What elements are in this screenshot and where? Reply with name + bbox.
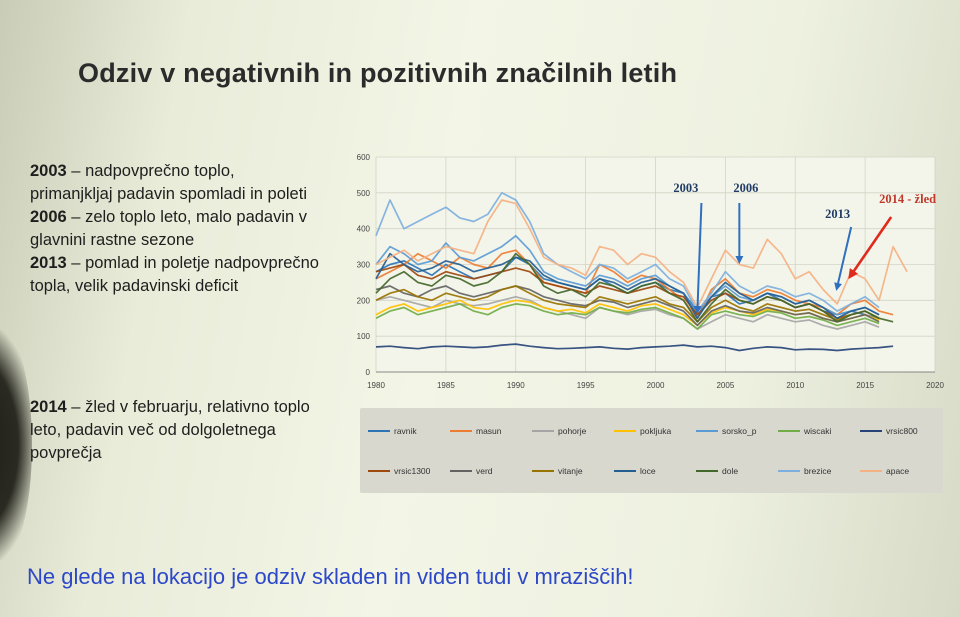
legend-swatch: [860, 430, 882, 432]
legend-item-masun: masun: [450, 426, 502, 436]
legend-label: vitanje: [558, 466, 583, 476]
x-tick-label: 2000: [647, 381, 665, 390]
annotation-arrow: [693, 202, 703, 314]
year-label: 2014: [30, 398, 67, 416]
legend-item-sorsko_p: sorsko_p: [696, 426, 757, 436]
legend-item-loce: loce: [614, 466, 656, 476]
year-text: – žled v februarju, relativno toplo leto…: [30, 398, 310, 462]
legend-label: sorsko_p: [722, 426, 757, 436]
line-chart: 0 100 200 300 400 500 600 1980 1985 1990 1995 2000 2…: [357, 153, 945, 390]
legend-label: verd: [476, 466, 493, 476]
years-description: 2003 – nadpovprečno toplo, primanjkljaj …: [30, 160, 320, 298]
x-tick-label: 1995: [577, 381, 595, 390]
slide-title: Odziv v negativnih in pozitivnih značiln…: [78, 58, 678, 88]
year-label: 2013: [30, 254, 67, 272]
year-block-2003: 2003 – nadpovprečno toplo, primanjkljaj …: [30, 160, 320, 206]
legend-swatch: [532, 470, 554, 472]
y-tick-label: 600: [357, 153, 371, 162]
legend-item-brezice: brezice: [778, 466, 831, 476]
legend-swatch: [450, 430, 472, 432]
legend-label: pokljuka: [640, 426, 672, 436]
x-tick-label: 2020: [926, 381, 944, 390]
legend-label: wiscaki: [804, 426, 832, 436]
growth-response-chart: 0 100 200 300 400 500 600 1980 1985 1990 1995 2000 2…: [340, 145, 950, 500]
year-label: 2006: [30, 208, 67, 226]
series-line-loce: [375, 252, 880, 320]
legend-item-wiscaki: wiscaki: [778, 426, 831, 436]
year-block-2014: 2014 – žled v februarju, relativno toplo…: [30, 396, 320, 465]
y-tick-label: 0: [366, 368, 371, 377]
legend-swatch: [696, 470, 718, 472]
series-line-vrsic800: [375, 343, 894, 352]
annotation-label: 2014 - žled: [879, 192, 936, 206]
legend-item-dole: dole: [696, 466, 738, 476]
x-tick-label: 2005: [716, 381, 734, 390]
legend-item-pohorje: pohorje: [532, 426, 586, 436]
year-block-2006: 2006 – zelo toplo leto, malo padavin v g…: [30, 206, 320, 252]
year-text: – nadpovprečno toplo, primanjkljaj padav…: [30, 162, 307, 203]
legend-item-verd: verd: [450, 466, 493, 476]
y-tick-label: 500: [357, 189, 371, 198]
legend-swatch: [450, 470, 472, 472]
annotation-label: 2013: [825, 207, 850, 221]
legend-label: masun: [476, 426, 502, 436]
series-line-brezice: [375, 191, 880, 312]
series-line-verd: [375, 285, 880, 327]
x-tick-label: 1980: [367, 381, 385, 390]
legend-item-vrsic800: vrsic800: [860, 426, 918, 436]
legend-swatch: [860, 470, 882, 472]
year-block-2013: 2013 – pomlad in poletje nadpovprečno to…: [30, 252, 320, 298]
legend-label: vrsic1300: [394, 466, 431, 476]
y-tick-label: 400: [357, 225, 371, 234]
annotation-arrow: [834, 226, 853, 291]
legend-item-vitanje: vitanje: [532, 466, 583, 476]
legend-label: pohorje: [558, 426, 587, 436]
series-line-dole: [375, 252, 894, 323]
legend-swatch: [368, 430, 390, 432]
legend-label: loce: [640, 466, 656, 476]
legend-label: ravnik: [394, 426, 417, 436]
annotation-label: 2003: [673, 181, 698, 195]
legend-label: brezice: [804, 466, 832, 476]
footer-message: Ne glede na lokacijo je odziv skladen in…: [27, 564, 634, 589]
legend-swatch: [532, 430, 554, 432]
annotation-arrow: [848, 216, 893, 280]
year-text: – pomlad in poletje nadpovprečno topla, …: [30, 254, 319, 295]
series-line-wiscaki: [375, 303, 880, 330]
series-line-apace: [375, 199, 908, 309]
legend-swatch: [614, 430, 636, 432]
legend-swatch: [778, 470, 800, 472]
legend-item-apace: apace: [860, 466, 909, 476]
x-tick-label: 2015: [856, 381, 874, 390]
legend-item-vrsic1300: vrsic1300: [368, 466, 430, 476]
series-line-vitanje: [375, 285, 880, 323]
legend-label: apace: [886, 466, 910, 476]
legend-swatch: [368, 470, 390, 472]
annotation-label: 2006: [733, 181, 758, 195]
presenter-silhouette: [0, 330, 32, 560]
x-tick-label: 1985: [437, 381, 455, 390]
legend-item-ravnik: ravnik: [368, 426, 417, 436]
y-tick-label: 100: [357, 332, 371, 341]
y-tick-label: 200: [357, 296, 371, 305]
legend-item-pokljuka: pokljuka: [614, 426, 671, 436]
year-text: – zelo toplo leto, malo padavin v glavni…: [30, 208, 308, 249]
x-tick-label: 2010: [786, 381, 804, 390]
year-label: 2003: [30, 162, 67, 180]
y-tick-label: 300: [357, 261, 371, 270]
legend-label: vrsic800: [886, 426, 918, 436]
legend-label: dole: [722, 466, 739, 476]
legend-swatch: [778, 430, 800, 432]
chart-legend: ravnik masun pohorje pokljuka sorsko_p wiscak…: [360, 408, 943, 493]
legend-swatch: [614, 470, 636, 472]
x-tick-label: 1990: [507, 381, 525, 390]
legend-swatch: [696, 430, 718, 432]
